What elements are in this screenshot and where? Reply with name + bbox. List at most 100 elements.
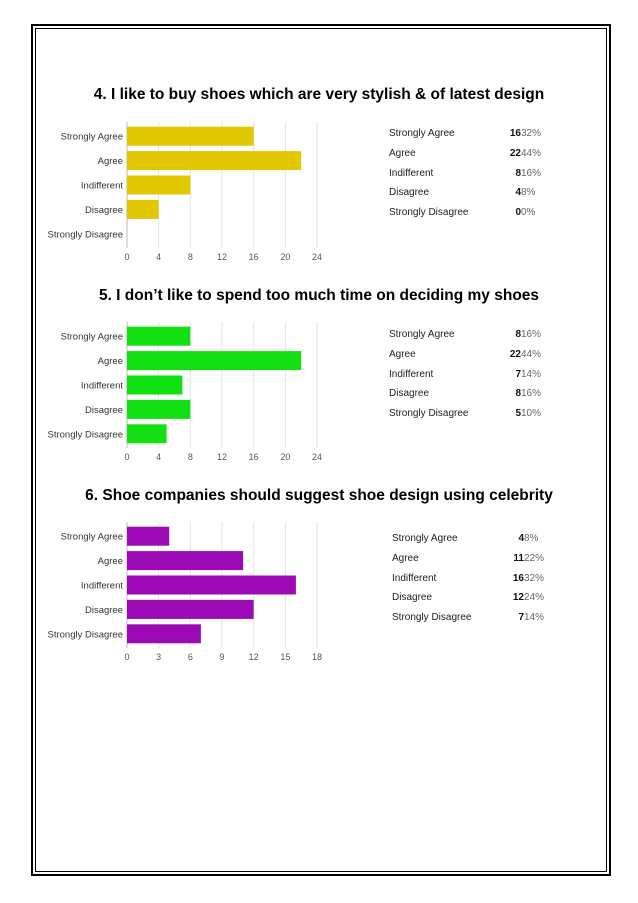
summary-row-disagree: Disagree 8 16% bbox=[389, 384, 541, 404]
x-tick-label: 0 bbox=[124, 652, 129, 662]
summary-row-agree: Agree 22 44% bbox=[389, 144, 541, 164]
category-label-indifferent: Indifferent bbox=[81, 581, 123, 592]
summary-row-strongly-agree: Strongly Agree 4 8% bbox=[392, 529, 544, 549]
summary-count: 7 bbox=[518, 612, 524, 624]
x-tick-label: 16 bbox=[249, 252, 259, 262]
summary-count: 5 bbox=[515, 408, 521, 420]
x-tick-label: 8 bbox=[188, 452, 193, 462]
x-tick-label: 16 bbox=[249, 452, 259, 462]
category-label-disagree: Disagree bbox=[85, 605, 123, 616]
x-tick-label: 12 bbox=[249, 652, 259, 662]
summary-percent: 16% bbox=[521, 167, 542, 179]
summary-row-strongly-agree: Strongly Agree 8 16% bbox=[389, 325, 541, 345]
question-6-title: 6. Shoe companies should suggest shoe de… bbox=[85, 487, 553, 504]
bar-strongly-disagree bbox=[127, 624, 201, 644]
page-border-outer bbox=[31, 24, 611, 876]
summary-count: 8 bbox=[515, 167, 521, 179]
summary-category: Indifferent bbox=[392, 572, 437, 584]
summary-category: Strongly Agree bbox=[389, 329, 455, 341]
category-label-agree: Agree bbox=[98, 156, 123, 167]
summary-count: 22 bbox=[509, 349, 521, 361]
summary-row-agree: Agree 11 22% bbox=[392, 549, 544, 569]
question-5-title: 5. I don’t like to spend too much time o… bbox=[98, 287, 540, 304]
x-tick-label: 15 bbox=[280, 652, 290, 662]
summary-count: 8 bbox=[515, 329, 521, 341]
x-tick-label: 9 bbox=[219, 652, 224, 662]
summary-row-disagree: Disagree 4 8% bbox=[389, 183, 541, 203]
summary-percent: 10% bbox=[521, 408, 542, 420]
summary-count: 8 bbox=[515, 388, 521, 400]
bar-agree bbox=[127, 551, 244, 571]
category-label-indifferent: Indifferent bbox=[81, 381, 123, 392]
summary-count: 11 bbox=[513, 553, 524, 565]
summary-percent: 8% bbox=[521, 187, 536, 199]
bar-disagree bbox=[127, 399, 191, 419]
summary-row-indifferent: Indifferent 16 32% bbox=[392, 568, 544, 588]
summary-category: Disagree bbox=[389, 187, 430, 199]
summary-percent: 44% bbox=[521, 349, 542, 361]
summary-percent: 14% bbox=[524, 612, 545, 624]
summary-category: Strongly Disagree bbox=[392, 612, 472, 624]
x-tick-label: 4 bbox=[156, 452, 161, 462]
bar-indifferent bbox=[127, 175, 191, 195]
summary-count: 4 bbox=[515, 187, 521, 199]
summary-category: Strongly Disagree bbox=[389, 408, 469, 420]
x-tick-label: 18 bbox=[312, 652, 322, 662]
question-5-bar-chart: Strongly Agree Agree Indifferent Disagree St… bbox=[47, 322, 322, 462]
x-tick-label: 3 bbox=[156, 652, 161, 662]
summary-percent: 22% bbox=[524, 553, 545, 565]
category-label-strongly-agree: Strongly Agree bbox=[61, 532, 123, 543]
summary-percent: 32% bbox=[524, 572, 545, 584]
summary-count: 7 bbox=[515, 368, 521, 380]
category-label-strongly-agree: Strongly Agree bbox=[61, 132, 123, 143]
summary-percent: 8% bbox=[524, 533, 539, 545]
category-label-strongly-agree: Strongly Agree bbox=[61, 332, 123, 343]
summary-row-disagree: Disagree 12 24% bbox=[392, 588, 544, 608]
summary-percent: 24% bbox=[524, 592, 545, 604]
bar-strongly-agree bbox=[127, 126, 254, 146]
question-4-summary-table: Strongly Agree 16 32% Agree 22 44% Indifferent… bbox=[389, 124, 541, 222]
question-6-bar-chart: Strongly Agree Agree Indifferent Disagree St… bbox=[47, 522, 322, 662]
category-label-disagree: Disagree bbox=[85, 205, 123, 216]
x-tick-label: 20 bbox=[280, 252, 290, 262]
category-label-agree: Agree bbox=[98, 356, 123, 367]
x-tick-label: 0 bbox=[124, 452, 129, 462]
summary-category: Indifferent bbox=[389, 167, 434, 179]
bar-strongly-agree bbox=[127, 526, 170, 546]
summary-category: Strongly Disagree bbox=[389, 207, 469, 219]
category-label-agree: Agree bbox=[98, 556, 123, 567]
x-tick-label: 24 bbox=[312, 452, 322, 462]
question-5-summary-table: Strongly Agree 8 16% Agree 22 44% Indifferent 7… bbox=[389, 325, 541, 423]
summary-row-agree: Agree 22 44% bbox=[389, 345, 541, 365]
summary-percent: 44% bbox=[521, 148, 542, 160]
summary-percent: 0% bbox=[521, 207, 536, 219]
summary-count: 16 bbox=[509, 128, 521, 140]
category-label-strongly-disagree: Strongly Disagree bbox=[47, 429, 123, 440]
bar-disagree bbox=[127, 199, 159, 219]
summary-category: Strongly Agree bbox=[392, 533, 458, 545]
summary-category: Disagree bbox=[392, 592, 433, 604]
page-border-inner bbox=[35, 28, 607, 872]
bar-agree bbox=[127, 351, 302, 371]
category-label-strongly-disagree: Strongly Disagree bbox=[47, 629, 123, 640]
bar-disagree bbox=[127, 599, 254, 619]
x-tick-label: 20 bbox=[280, 452, 290, 462]
summary-percent: 14% bbox=[521, 368, 542, 380]
summary-count: 4 bbox=[518, 533, 524, 545]
summary-percent: 16% bbox=[521, 388, 542, 400]
x-tick-label: 8 bbox=[188, 252, 193, 262]
summary-category: Strongly Agree bbox=[389, 128, 455, 140]
x-tick-label: 24 bbox=[312, 252, 322, 262]
x-tick-label: 12 bbox=[217, 452, 227, 462]
summary-count: 12 bbox=[512, 592, 524, 604]
summary-row-indifferent: Indifferent 8 16% bbox=[389, 163, 541, 183]
bar-strongly-disagree bbox=[127, 424, 167, 444]
question-6-summary-table: Strongly Agree 4 8% Agree 11 22% Indifferent 16… bbox=[392, 529, 544, 627]
summary-category: Indifferent bbox=[389, 368, 434, 380]
summary-row-strongly-disagree: Strongly Disagree 5 10% bbox=[389, 404, 541, 424]
summary-count: 16 bbox=[512, 572, 524, 584]
category-label-disagree: Disagree bbox=[85, 405, 123, 416]
bar-indifferent bbox=[127, 575, 296, 595]
summary-percent: 16% bbox=[521, 329, 542, 341]
summary-category: Disagree bbox=[389, 388, 430, 400]
